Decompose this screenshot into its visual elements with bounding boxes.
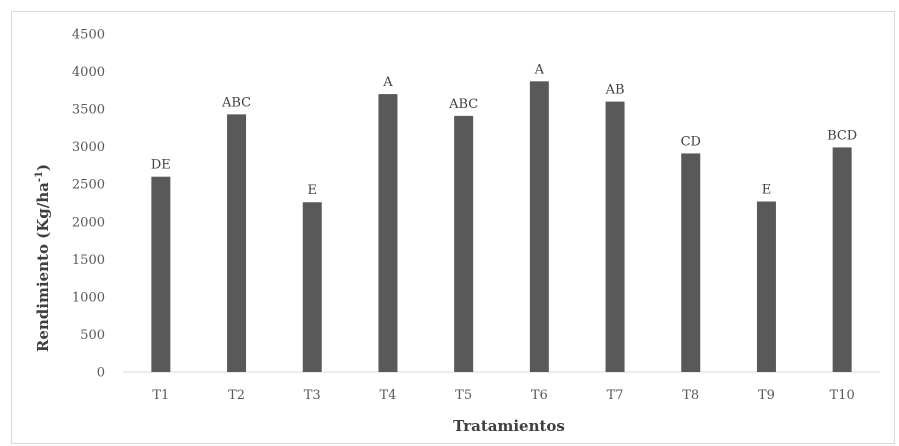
data-label-t10: BCD bbox=[827, 128, 857, 143]
x-tick-label-t5: T5 bbox=[455, 388, 472, 403]
bar-t3 bbox=[302, 202, 322, 372]
y-tick-label: 2500 bbox=[72, 178, 105, 193]
y-tick-label: 2000 bbox=[72, 215, 105, 230]
x-axis-ticks: T1 T2 T3 T4 T5 T6 T7 T8 T9 T10 bbox=[152, 388, 854, 403]
data-label-t3: E bbox=[308, 183, 318, 198]
bar-t9 bbox=[756, 201, 776, 372]
bar-t8 bbox=[681, 153, 701, 372]
x-axis-title: Tratamientos bbox=[453, 417, 565, 435]
y-tick-label: 500 bbox=[80, 328, 105, 343]
y-tick-label: 3000 bbox=[72, 140, 105, 155]
x-tick-label-t2: T2 bbox=[228, 388, 245, 403]
bar-t7 bbox=[605, 101, 625, 372]
data-label-t7: AB bbox=[605, 83, 625, 98]
data-label-t2: ABC bbox=[221, 95, 251, 110]
bar-t2 bbox=[227, 114, 247, 372]
x-tick-label-t6: T6 bbox=[531, 388, 548, 403]
y-tick-label: 4000 bbox=[72, 65, 105, 80]
data-label-t8: CD bbox=[681, 134, 701, 149]
y-axis-title-suffix: ) bbox=[34, 164, 52, 171]
y-tick-label: 4500 bbox=[72, 28, 105, 43]
data-label-t9: E bbox=[762, 182, 772, 197]
x-tick-label-t9: T9 bbox=[758, 388, 775, 403]
x-tick-label-t8: T8 bbox=[682, 388, 699, 403]
y-axis-ticks: 0 500 1000 1500 2000 2500 3000 3500 4000 4500 bbox=[72, 28, 105, 381]
y-axis-title-main: Rendimiento (Kg/ha bbox=[34, 182, 52, 352]
bar-t10 bbox=[832, 147, 852, 372]
bar-t1 bbox=[151, 176, 171, 372]
y-tick-label: 1500 bbox=[72, 253, 105, 268]
x-tick-label-t1: T1 bbox=[152, 388, 169, 403]
data-label-t1: DE bbox=[151, 158, 171, 173]
y-tick-label: 3500 bbox=[72, 103, 105, 118]
data-labels-group: DE ABC E A ABC A AB CD E BCD bbox=[151, 62, 857, 198]
x-tick-label-t4: T4 bbox=[379, 388, 396, 403]
x-tick-label-t7: T7 bbox=[607, 388, 624, 403]
x-tick-label-t10: T10 bbox=[830, 388, 855, 403]
y-axis-title-superscript: -1 bbox=[34, 171, 45, 182]
x-tick-label-t3: T3 bbox=[304, 388, 321, 403]
bars-group bbox=[151, 81, 852, 373]
bar-t4 bbox=[378, 94, 398, 372]
y-tick-label: 0 bbox=[97, 366, 105, 381]
data-label-t5: ABC bbox=[448, 97, 478, 112]
data-label-t6: A bbox=[534, 62, 545, 77]
bar-t5 bbox=[454, 115, 474, 373]
y-axis-title: Rendimiento (Kg/ha-1) bbox=[34, 164, 52, 352]
data-label-t4: A bbox=[382, 75, 393, 90]
bar-t6 bbox=[529, 81, 549, 372]
y-tick-label: 1000 bbox=[72, 290, 105, 305]
